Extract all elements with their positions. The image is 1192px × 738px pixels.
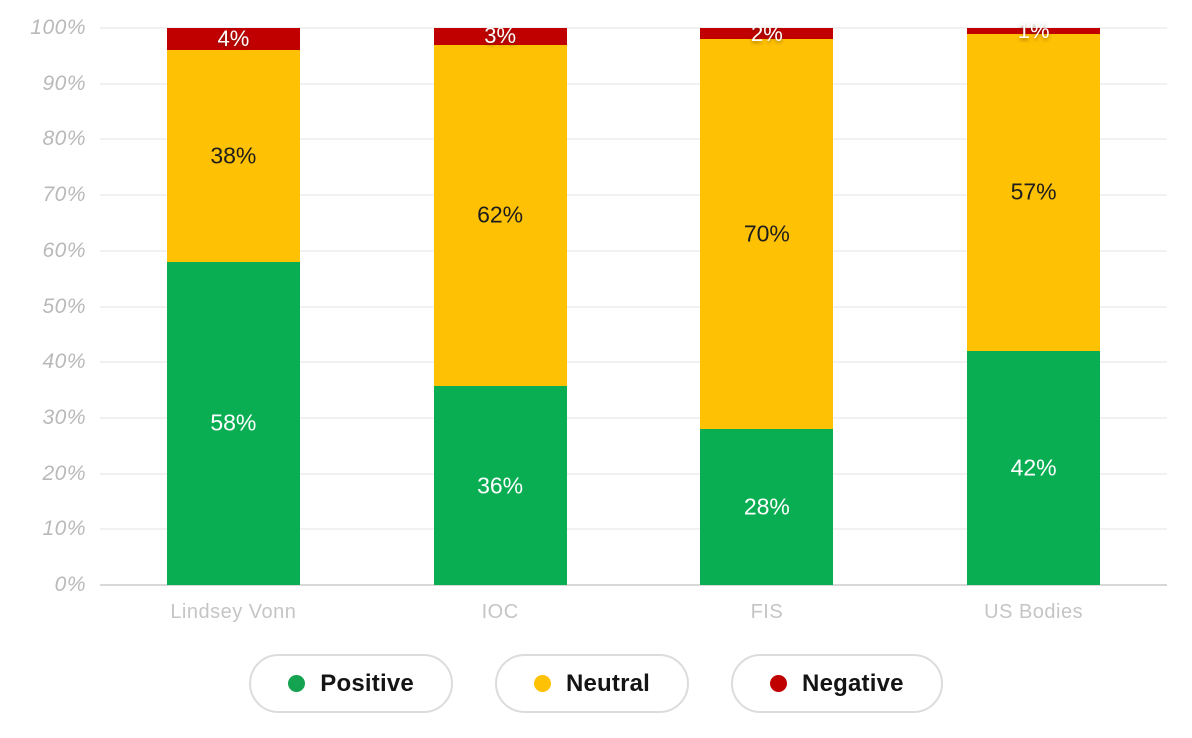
segment-value-label: 58%: [210, 409, 257, 436]
bar-segment-neutral-us-bodies: 57%: [967, 33, 1101, 352]
legend-item-neutral[interactable]: Neutral: [494, 654, 690, 713]
segment-value-label: 28%: [743, 493, 790, 520]
x-category-label-lindsey-vonn: Lindsey Vonn: [170, 601, 297, 623]
gridline-20%: [100, 472, 1167, 475]
bar-segment-neutral-fis: 70%: [700, 39, 834, 430]
legend-item-label: Negative: [802, 669, 904, 697]
segment-value-label: 4%: [217, 26, 250, 52]
y-tick-label-70%: 70%: [42, 183, 86, 207]
y-tick-label-80%: 80%: [42, 127, 86, 151]
y-tick-label-0%: 0%: [54, 573, 86, 596]
x-category-label-us-bodies: US Bodies: [984, 601, 1084, 623]
segment-value-label: 42%: [1010, 454, 1057, 481]
segment-value-label: 70%: [743, 220, 790, 247]
segment-value-label: 62%: [477, 201, 524, 228]
x-category-label-fis: FIS: [750, 601, 784, 623]
y-tick-label-30%: 30%: [42, 405, 86, 429]
bar-segment-neutral-ioc: 62%: [433, 44, 567, 387]
y-tick-label-100%: 100%: [30, 16, 86, 39]
gridline-90%: [100, 82, 1167, 85]
bar-segment-positive-fis: 28%: [700, 429, 834, 585]
gridline-30%: [100, 416, 1167, 419]
segment-value-label: 36%: [477, 472, 524, 499]
x-axis-baseline: [100, 584, 1167, 586]
legend-item-positive[interactable]: Positive: [249, 654, 453, 713]
gridline-50%: [100, 305, 1167, 308]
y-tick-label-90%: 90%: [42, 71, 86, 95]
bar-lindsey-vonn: 4% 38% 58%: [166, 26, 300, 585]
positive-dot-icon: [288, 675, 306, 692]
bar-segment-negative-ioc: 3%: [433, 25, 567, 47]
bar-fis: 2% 70% 28%: [700, 22, 834, 585]
bar-ioc: 3% 62% 36%: [433, 25, 567, 585]
bar-column-us-bodies: 1% 57% 42%: [900, 19, 1167, 585]
y-tick-label-10%: 10%: [42, 517, 86, 541]
legend: Positive Neutral Negative: [0, 654, 1192, 713]
bar-segment-positive-ioc: 36%: [433, 386, 567, 585]
y-axis: 0% 10% 20% 30% 40% 50% 60% 70% 80% 90% 100%: [0, 16, 86, 596]
bars-layer: 4% 38% 58% 3% 62% 36% 2% 70% 28% 1% 57% 42%: [100, 19, 1167, 585]
negative-dot-icon: [770, 675, 788, 692]
neutral-dot-icon: [533, 675, 551, 692]
y-tick-label-50%: 50%: [42, 294, 86, 318]
gridline-100%: [100, 27, 1167, 29]
gridline-60%: [100, 249, 1167, 252]
bar-segment-neutral-lindsey-vonn: 38%: [166, 50, 300, 262]
bar-column-fis: 2% 70% 28%: [634, 22, 901, 585]
bar-us-bodies: 1% 57% 42%: [967, 19, 1101, 585]
y-tick-label-20%: 20%: [42, 461, 86, 485]
legend-item-label: Positive: [320, 669, 414, 697]
gridline-40%: [100, 361, 1167, 364]
y-tick-label-60%: 60%: [42, 238, 86, 262]
bar-segment-positive-us-bodies: 42%: [967, 351, 1101, 585]
gridline-70%: [100, 194, 1167, 197]
segment-value-label: 57%: [1010, 178, 1057, 205]
bar-segment-positive-lindsey-vonn: 58%: [166, 261, 300, 585]
bar-column-lindsey-vonn: 4% 38% 58%: [100, 28, 367, 585]
gridline-80%: [100, 138, 1167, 141]
gridline-10%: [100, 528, 1167, 531]
x-axis: Lindsey Vonn IOC FIS US Bodies: [100, 601, 1167, 624]
bar-segment-negative-lindsey-vonn: 4%: [166, 26, 300, 52]
y-tick-label-40%: 40%: [42, 350, 86, 374]
x-category-label-ioc: IOC: [481, 601, 519, 623]
plot-area: 4% 38% 58% 3% 62% 36% 2% 70% 28% 1% 57% 42%: [100, 19, 1167, 586]
legend-item-negative[interactable]: Negative: [731, 654, 943, 713]
bar-column-ioc: 3% 62% 36%: [367, 25, 634, 585]
legend-item-label: Neutral: [565, 669, 651, 697]
bar-segment-negative-fis: 2%: [700, 22, 834, 44]
segment-value-label: 38%: [210, 142, 257, 169]
